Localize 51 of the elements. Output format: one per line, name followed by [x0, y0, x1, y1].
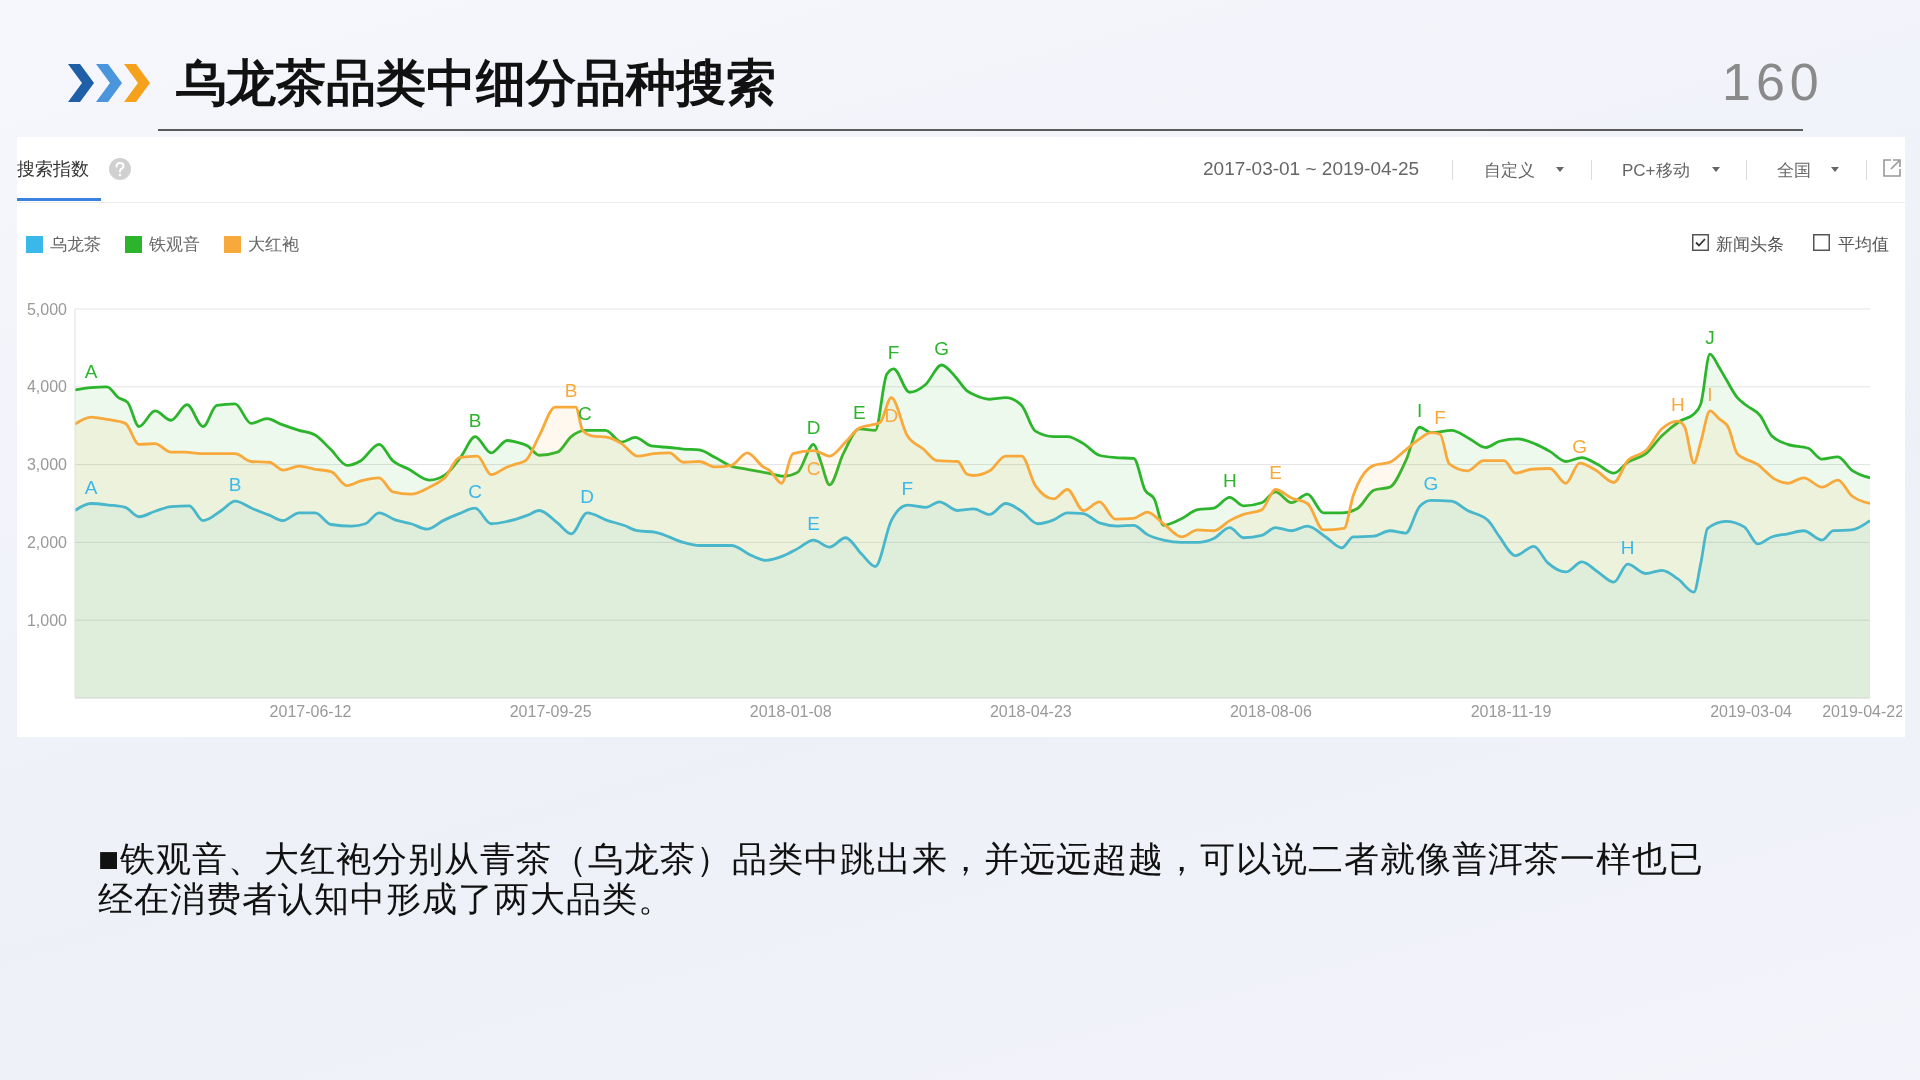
annotation: E — [807, 513, 820, 535]
text: 平均值 — [1838, 234, 1889, 256]
annotation: C — [806, 457, 821, 479]
y-tick-label: 5,000 — [26, 300, 68, 318]
text: 160 — [1722, 52, 1824, 112]
text: 自定义 — [1484, 160, 1535, 182]
x-tick-label: 2018-08-06 — [1229, 703, 1312, 721]
annotation: B — [564, 380, 578, 402]
annotation: G — [1572, 436, 1587, 458]
x-tick-label: 2019-03-04 — [1710, 703, 1793, 721]
annotation: F — [901, 478, 914, 500]
annotation: G — [934, 338, 950, 360]
annotation: F — [887, 341, 900, 363]
annotation: J — [1705, 327, 1715, 349]
legend-label: 乌龙茶 — [50, 234, 101, 256]
text: 2017-03-01 ~ 2019-04-25 — [1203, 158, 1420, 180]
text: 全国 — [1777, 160, 1811, 182]
annotation: B — [468, 409, 482, 431]
text: PC+移动 — [1622, 160, 1690, 182]
annotation: D — [884, 404, 899, 426]
x-tick-label: 2017-09-25 — [509, 703, 592, 721]
annotation: G — [1423, 473, 1439, 495]
annotation: C — [468, 481, 483, 503]
annotation: I — [1707, 383, 1713, 405]
annotation: A — [84, 360, 98, 382]
y-tick-label: 1,000 — [26, 611, 68, 629]
x-tick-label: 2017-06-12 — [269, 703, 352, 721]
annotation: D — [580, 485, 595, 507]
annotation: H — [1620, 537, 1635, 559]
annotation: H — [1222, 470, 1237, 492]
annotation: F — [1434, 407, 1446, 429]
annotation: H — [1671, 394, 1685, 416]
text: ■铁观音、大红袍分别从青茶（乌龙茶）品类中跳出来，并远远超越，可以说二者就像普洱茶一样也已经在消费者认知中形成了两大品类。 — [98, 839, 1706, 919]
annotation: E — [852, 401, 866, 423]
y-tick-label: 4,000 — [26, 378, 68, 396]
legend-label: 铁观音 — [149, 234, 200, 256]
annotation: E — [1269, 462, 1282, 484]
text: 新闻头条 — [1716, 234, 1784, 256]
text: 搜索指数 — [17, 158, 89, 181]
annotation: I — [1416, 400, 1423, 422]
legend-label: 大红袍 — [248, 234, 299, 256]
chart-title: 乌龙茶品类中细分品种搜索 — [176, 54, 776, 113]
annotation: D — [806, 417, 821, 439]
annotation: C — [578, 403, 592, 425]
x-tick-label: 2018-04-23 — [989, 703, 1072, 721]
annotation: A — [84, 476, 98, 498]
annotation: B — [228, 474, 242, 496]
y-tick-label: 2,000 — [26, 534, 68, 552]
x-tick-label: 2018-01-08 — [749, 703, 832, 721]
x-tick-label: 2018-11-19 — [1470, 703, 1552, 721]
y-tick-label: 3,000 — [26, 456, 68, 474]
